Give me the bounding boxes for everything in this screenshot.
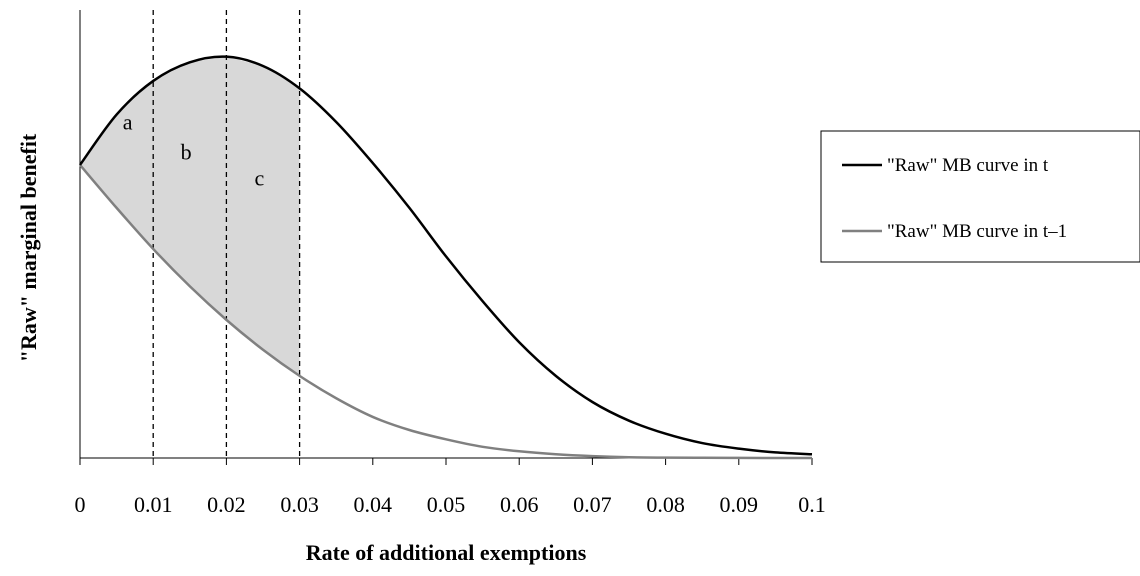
x-tick-label-10: 0.1 (798, 492, 826, 517)
x-tick-label-1: 0.01 (134, 492, 173, 517)
x-tick-label-9: 0.09 (720, 492, 759, 517)
shaded-region (80, 57, 300, 376)
x-tick-label-2: 0.02 (207, 492, 246, 517)
y-axis-title: "Raw" marginal benefit (16, 133, 41, 362)
legend: "Raw" MB curve in t "Raw" MB curve in t–… (820, 130, 1140, 263)
x-tick-label-3: 0.03 (280, 492, 319, 517)
series-line-1 (78, 55, 813, 456)
x-tick-label-4: 0.04 (354, 492, 393, 517)
series-line-2 (79, 164, 813, 460)
x-tick-label-7: 0.07 (573, 492, 612, 517)
region-label-b: b (181, 139, 192, 164)
legend-label-series-2: "Raw" MB curve in t–1 (887, 221, 1067, 242)
x-axis-title: Rate of additional exemptions (306, 540, 587, 565)
x-tick-label-0: 0 (75, 492, 86, 517)
legend-label-series-1: "Raw" MB curve in t (887, 155, 1049, 176)
x-tick-label-6: 0.06 (500, 492, 539, 517)
x-tick-label-5: 0.05 (427, 492, 466, 517)
plot-area: 0 0.01 0.02 0.03 0.04 0.05 0.06 0.07 0.08 0.09 0.1… (75, 10, 826, 517)
region-label-c: c (254, 165, 264, 190)
legend-box (820, 130, 1140, 263)
region-label-a: a (123, 109, 133, 134)
x-tick-label-8: 0.08 (646, 492, 685, 517)
